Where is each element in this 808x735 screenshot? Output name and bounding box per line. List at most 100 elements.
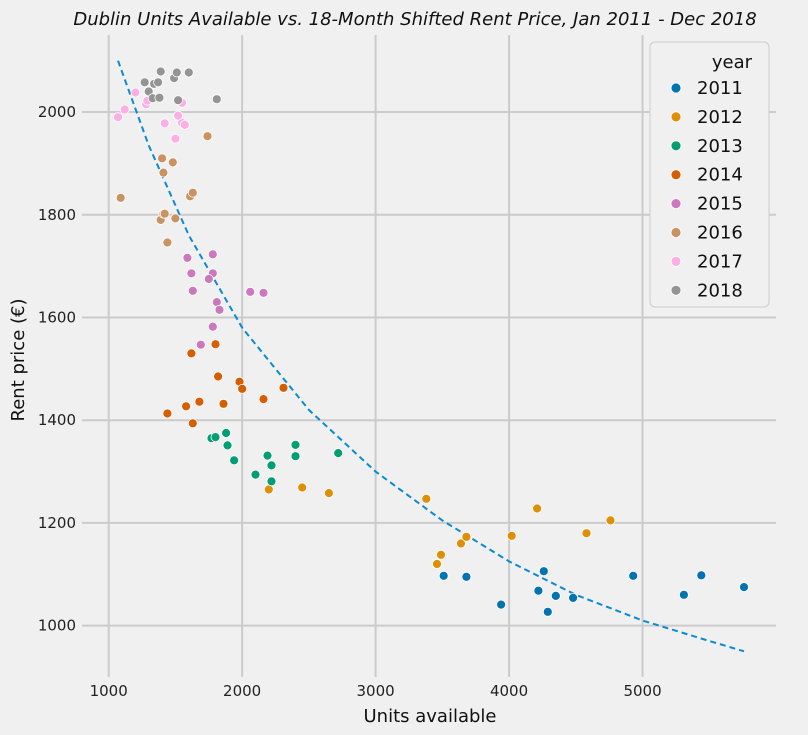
point-2012 xyxy=(263,484,274,495)
y-tick-label: 2000 xyxy=(38,103,76,121)
trend-line xyxy=(117,60,745,653)
point-2012 xyxy=(297,482,308,493)
legend-marker-2011 xyxy=(670,82,682,94)
point-2011 xyxy=(739,582,749,592)
point-2012 xyxy=(432,559,442,569)
point-2011 xyxy=(496,599,507,610)
point-2016 xyxy=(158,167,169,178)
legend-label-2015: 2015 xyxy=(697,194,743,215)
trend-line-group xyxy=(117,60,745,653)
point-2013 xyxy=(222,440,233,451)
legend-label-2012: 2012 xyxy=(697,107,743,128)
point-2016 xyxy=(187,187,198,198)
point-2014 xyxy=(194,396,205,407)
x-tick-label: 2000 xyxy=(223,682,261,700)
point-2013 xyxy=(333,448,344,459)
legend-title: year xyxy=(712,52,753,73)
y-axis-label: Rent price (€) xyxy=(8,299,29,422)
point-2016 xyxy=(167,157,178,168)
point-2015 xyxy=(203,274,214,284)
point-2012 xyxy=(421,493,432,504)
legend-marker-2017 xyxy=(670,255,682,267)
point-2015 xyxy=(187,285,198,296)
point-2018 xyxy=(173,95,184,106)
point-2014 xyxy=(210,339,221,350)
point-2017 xyxy=(119,104,130,115)
point-2012 xyxy=(456,538,466,549)
point-2011 xyxy=(438,570,449,581)
point-2018 xyxy=(171,67,182,78)
point-2014 xyxy=(187,418,198,429)
point-2018 xyxy=(155,66,166,77)
point-2014 xyxy=(162,408,173,419)
point-2015 xyxy=(186,268,197,279)
point-2013 xyxy=(262,450,273,461)
point-2012 xyxy=(506,530,517,541)
point-2011 xyxy=(542,606,553,617)
point-2017 xyxy=(113,112,123,123)
point-2013 xyxy=(290,451,301,462)
axis-ticks: 1000 2000 3000 4000 5000 1000 1200 1400 1600 1800… xyxy=(38,103,662,700)
point-2013 xyxy=(266,476,277,487)
point-2011 xyxy=(533,585,544,596)
point-2018 xyxy=(153,77,164,88)
legend-marker-2018 xyxy=(670,284,682,296)
point-2016 xyxy=(159,208,170,219)
point-2017 xyxy=(170,133,181,144)
y-tick-label: 1400 xyxy=(38,411,76,429)
x-tick-label: 1000 xyxy=(90,682,128,700)
point-2014 xyxy=(278,382,289,393)
point-2013 xyxy=(290,439,301,450)
point-2015 xyxy=(207,321,218,332)
point-2014 xyxy=(186,348,197,359)
y-tick-label: 1800 xyxy=(38,206,76,224)
y-tick-label: 1600 xyxy=(38,308,76,326)
x-tick-label: 5000 xyxy=(623,682,661,700)
point-2016 xyxy=(157,153,168,164)
legend-label-2014: 2014 xyxy=(697,165,743,186)
point-2013 xyxy=(229,455,240,466)
data-points xyxy=(113,66,749,617)
point-2017 xyxy=(130,87,141,98)
point-2011 xyxy=(538,566,549,577)
point-2014 xyxy=(181,401,192,412)
point-2018 xyxy=(183,67,194,78)
point-2018 xyxy=(154,92,165,103)
point-2017 xyxy=(179,120,190,130)
point-2011 xyxy=(550,591,561,601)
y-tick-label: 1000 xyxy=(38,617,76,635)
point-2015 xyxy=(214,304,225,315)
legend-marker-2013 xyxy=(670,140,682,152)
legend-label-2016: 2016 xyxy=(697,223,743,244)
point-2015 xyxy=(182,252,193,263)
point-2011 xyxy=(568,593,578,603)
point-2014 xyxy=(258,394,269,405)
legend-label-2013: 2013 xyxy=(697,136,743,157)
point-2012 xyxy=(532,503,542,514)
legend-marker-2012 xyxy=(670,111,682,123)
point-2011 xyxy=(696,570,707,581)
y-tick-label: 1200 xyxy=(38,514,76,532)
point-2013 xyxy=(250,469,261,480)
point-2015 xyxy=(245,286,256,297)
point-2015 xyxy=(195,339,206,350)
point-2015 xyxy=(207,249,218,260)
point-2016 xyxy=(170,213,181,224)
point-2013 xyxy=(210,432,221,443)
point-2012 xyxy=(436,549,446,560)
point-2012 xyxy=(323,488,334,499)
point-2012 xyxy=(581,528,592,539)
point-2013 xyxy=(221,428,232,438)
point-2012 xyxy=(605,515,616,526)
point-2014 xyxy=(218,398,229,409)
legend-box xyxy=(649,41,770,308)
point-2014 xyxy=(237,383,248,394)
legend-marker-2016 xyxy=(670,227,682,238)
point-2017 xyxy=(159,118,170,129)
point-2011 xyxy=(628,570,639,581)
legend-label-2011: 2011 xyxy=(697,78,743,99)
point-2018 xyxy=(139,77,150,88)
legend-marker-2014 xyxy=(670,169,682,181)
legend-marker-2015 xyxy=(670,198,682,210)
point-2013 xyxy=(266,460,277,471)
